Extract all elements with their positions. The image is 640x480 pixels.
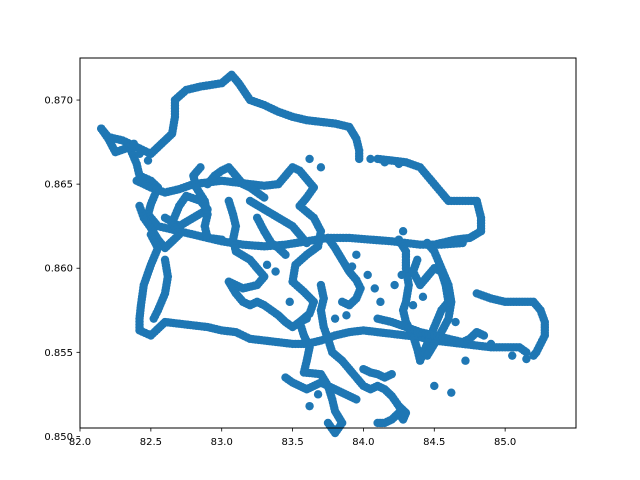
data-point xyxy=(271,267,280,276)
data-point xyxy=(455,338,464,347)
data-point xyxy=(342,311,351,320)
data-point xyxy=(352,395,361,404)
data-point xyxy=(217,235,226,244)
data-point xyxy=(522,348,531,357)
data-point xyxy=(394,159,404,169)
y-tick-label: 0.855 xyxy=(44,348,73,359)
y-tick-label: 0.865 xyxy=(44,180,73,191)
x-axis: 82.0 82.5 83.0 83.5 84.0 84.5 85.0 xyxy=(69,428,516,448)
data-point xyxy=(305,154,314,164)
data-point xyxy=(135,201,144,211)
x-tick-label: 83.0 xyxy=(211,437,233,448)
x-tick-label: 82.5 xyxy=(140,437,162,448)
data-point xyxy=(366,154,375,164)
y-tick-label: 0.870 xyxy=(44,96,73,107)
data-point xyxy=(508,351,517,360)
x-tick-label: 85.0 xyxy=(494,437,516,448)
data-point xyxy=(430,381,439,391)
axes-frame xyxy=(79,57,577,429)
data-point xyxy=(135,149,144,159)
data-point xyxy=(387,369,396,379)
x-tick-label: 83.5 xyxy=(281,437,303,448)
data-point xyxy=(149,314,158,323)
data-point xyxy=(262,260,272,270)
data-point xyxy=(413,255,422,265)
data-point xyxy=(352,250,361,259)
x-tick-label: 82.0 xyxy=(69,437,91,448)
data-point xyxy=(423,351,432,360)
data-point xyxy=(522,354,531,364)
data-point xyxy=(129,139,139,148)
data-point xyxy=(529,351,538,360)
x-tick-label: 84.5 xyxy=(423,437,445,448)
data-point xyxy=(285,297,294,307)
data-point xyxy=(305,401,314,411)
data-point xyxy=(323,418,333,428)
data-point xyxy=(397,270,406,280)
data-point xyxy=(486,339,496,349)
y-axis: 0.850 0.855 0.860 0.865 0.870 xyxy=(44,96,80,443)
data-point xyxy=(347,262,357,271)
data-point xyxy=(337,297,347,307)
data-point xyxy=(319,378,328,387)
data-point xyxy=(302,314,311,323)
data-point xyxy=(461,356,470,365)
data-point xyxy=(447,388,456,397)
scatter-points xyxy=(97,70,550,438)
data-point xyxy=(313,390,323,399)
data-point xyxy=(451,317,460,327)
data-point xyxy=(380,158,389,167)
data-point xyxy=(418,292,428,302)
data-point xyxy=(373,418,382,428)
data-point xyxy=(316,163,326,172)
data-point xyxy=(260,193,269,202)
data-point xyxy=(408,301,418,310)
y-tick-label: 0.860 xyxy=(44,264,73,275)
data-point xyxy=(363,270,372,280)
data-point xyxy=(479,331,489,340)
data-point xyxy=(143,156,153,165)
data-point xyxy=(370,284,379,293)
y-tick-label: 0.850 xyxy=(44,432,73,443)
data-point xyxy=(330,314,340,323)
x-tick-label: 84.0 xyxy=(352,437,374,448)
data-point xyxy=(390,280,399,290)
data-point xyxy=(281,250,290,259)
data-point xyxy=(376,297,385,307)
data-point xyxy=(354,154,364,164)
data-point xyxy=(387,156,396,165)
data-point xyxy=(302,238,311,248)
data-point xyxy=(398,227,408,236)
